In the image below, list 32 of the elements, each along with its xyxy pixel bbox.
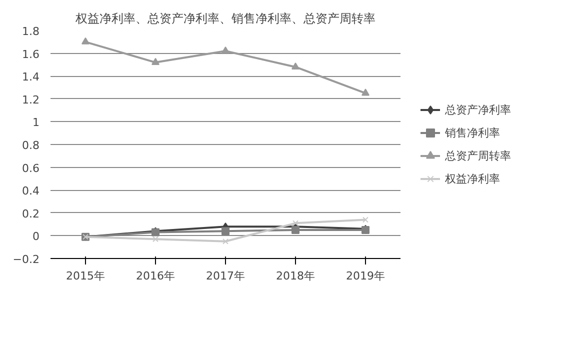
- x-tick-label: 2018年: [276, 270, 316, 282]
- point: [222, 227, 230, 236]
- x-tick-label: 2015年: [66, 270, 106, 282]
- y-tick-label: −0.2: [12, 253, 40, 266]
- point: [292, 62, 300, 70]
- x-tick-label: 2017年: [206, 270, 246, 282]
- y-tick-label: 1.4: [22, 70, 40, 84]
- point: [222, 46, 230, 54]
- point: [362, 216, 368, 223]
- point: [82, 37, 90, 44]
- point: [222, 238, 228, 244]
- chart-title: 权益净利率、总资产净利率、销售净利率、总资产周转率: [74, 12, 376, 26]
- point: [362, 88, 370, 96]
- legend-label: 总资产净利率: [445, 102, 511, 117]
- y-tick-label: 1.2: [22, 93, 40, 106]
- y-tick-label: 0.4: [22, 184, 40, 198]
- y-tick-label: 1: [32, 116, 40, 130]
- y-tick-label: 1.6: [22, 48, 40, 61]
- y-tick-label: 0.2: [22, 207, 40, 220]
- x-tick-label: 2016年: [136, 270, 176, 282]
- point: [292, 226, 300, 234]
- y-tick-label: 0.6: [22, 162, 40, 175]
- point: [152, 58, 160, 65]
- y-tick-label: 0.8: [22, 139, 40, 152]
- legend-label: 总资产周转率: [445, 148, 511, 163]
- x-tick-label: 2019年: [346, 270, 386, 282]
- y-tick-label: 0: [32, 230, 40, 244]
- point: [152, 236, 158, 242]
- point: [292, 220, 298, 226]
- legend-label: 销售净利率: [445, 125, 500, 140]
- legend-label: 权益净利率: [445, 171, 500, 186]
- y-tick-label: 1.8: [22, 25, 40, 38]
